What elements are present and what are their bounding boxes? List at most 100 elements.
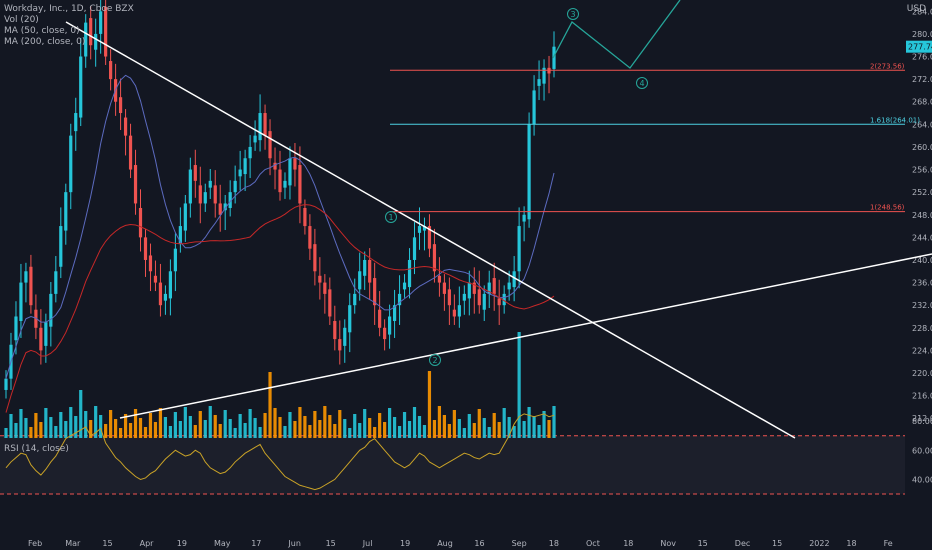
y-tick-label: 216.00 [912, 392, 932, 401]
level-label: 1.618(264.01) [870, 116, 920, 124]
y-tick-label: 248.00 [912, 211, 932, 220]
y-tick-label: 240.00 [912, 256, 932, 265]
volume-bar [517, 332, 521, 438]
candle-body [363, 259, 367, 276]
y-tick-label: 244.00 [912, 233, 932, 242]
volume-bar [243, 423, 247, 438]
volume-bar [163, 417, 168, 438]
candle-body [467, 282, 471, 299]
candle-body [313, 244, 317, 272]
candle-body [457, 305, 461, 317]
candle-body [517, 226, 521, 272]
y-tick-label: 228.00 [912, 324, 932, 333]
volume-bar [532, 416, 536, 438]
wave-label-circle [429, 354, 441, 366]
candle-body [228, 192, 232, 208]
volume-bar [462, 428, 466, 438]
volume-bar [452, 410, 456, 438]
volume-bar [173, 412, 177, 438]
volume-bar [482, 418, 486, 438]
candle-body [34, 309, 38, 328]
y-tick-label: 232.00 [912, 301, 932, 310]
volume-bar [378, 413, 382, 438]
candle-body [109, 61, 113, 80]
currency-label: USD [906, 4, 926, 14]
candle-body [128, 135, 133, 170]
candle-body [79, 56, 83, 118]
volume-bar [477, 409, 481, 438]
candle-body [198, 185, 202, 204]
y-tick-label: 252.00 [912, 188, 932, 197]
candle-body [99, 11, 103, 34]
candle-body [343, 327, 347, 346]
volume-bar [552, 406, 556, 438]
volume-bar [59, 412, 63, 438]
volume-bar [34, 413, 38, 438]
candle-body [417, 226, 422, 233]
volume-bar [118, 428, 123, 438]
candle-body [532, 90, 536, 125]
volume-bar [198, 411, 202, 438]
descending-trendline [65, 21, 796, 439]
volume-bar [522, 421, 526, 438]
candle-body [273, 162, 277, 170]
candle-body [378, 309, 382, 328]
x-tick-label: Dec [735, 539, 750, 548]
wave-label: 3 [571, 10, 576, 19]
candle-body [303, 207, 307, 227]
volume-bar [263, 413, 267, 438]
candle-body [64, 192, 68, 231]
y-tick-label: 220.00 [912, 369, 932, 378]
legend-ma200: MA (200, close, 0) [4, 37, 86, 47]
candle-body [512, 271, 516, 288]
candle-body [542, 67, 546, 84]
x-tick-label: 18 [549, 539, 559, 548]
volume-bar [193, 425, 197, 438]
candle-body [432, 244, 437, 272]
legend-ma50: MA (50, close, 0) [4, 26, 80, 36]
x-tick-label: Mar [65, 539, 81, 548]
candle-body [233, 180, 237, 193]
volume-bar [148, 413, 153, 438]
candle-body [492, 278, 496, 294]
candle-body [293, 158, 297, 170]
x-tick-label: 19 [400, 539, 410, 548]
volume-bar [323, 406, 327, 438]
y-tick-label: 224.00 [912, 346, 932, 355]
candle-body [118, 97, 123, 114]
candle-body [462, 293, 466, 301]
candle-body [74, 113, 78, 132]
candle-body [29, 266, 33, 306]
candle-body [39, 327, 43, 351]
candle-body [89, 18, 93, 46]
candle-body [482, 293, 486, 310]
volume-bar [283, 426, 287, 438]
rsi-legend: RSI (14, close) [4, 444, 69, 454]
volume-bar [143, 427, 148, 438]
candle-body [173, 248, 177, 272]
volume-bar [442, 415, 446, 438]
candle-body [422, 226, 427, 231]
level-label: 2(273.56) [870, 62, 905, 70]
wave-label-circle [385, 211, 397, 223]
volume-bar [278, 417, 282, 438]
volume-bar [178, 421, 182, 438]
candle-body [477, 289, 481, 306]
candle-body [497, 298, 501, 306]
candle-body [168, 271, 172, 299]
ma50-line [5, 74, 555, 379]
volume-bar [373, 427, 377, 438]
volume-bar [114, 419, 118, 438]
volume-bar [353, 414, 357, 438]
wave-label-circle [636, 77, 648, 89]
volume-bar [407, 421, 412, 438]
volume-bar [79, 390, 83, 438]
x-tick-label: Oct [586, 539, 600, 548]
x-tick-label: 16 [474, 539, 484, 548]
candle-body [243, 158, 247, 175]
candle-body [323, 282, 327, 294]
volume-bar [497, 422, 501, 438]
candle-body [94, 33, 98, 50]
volume-bar [44, 408, 48, 438]
